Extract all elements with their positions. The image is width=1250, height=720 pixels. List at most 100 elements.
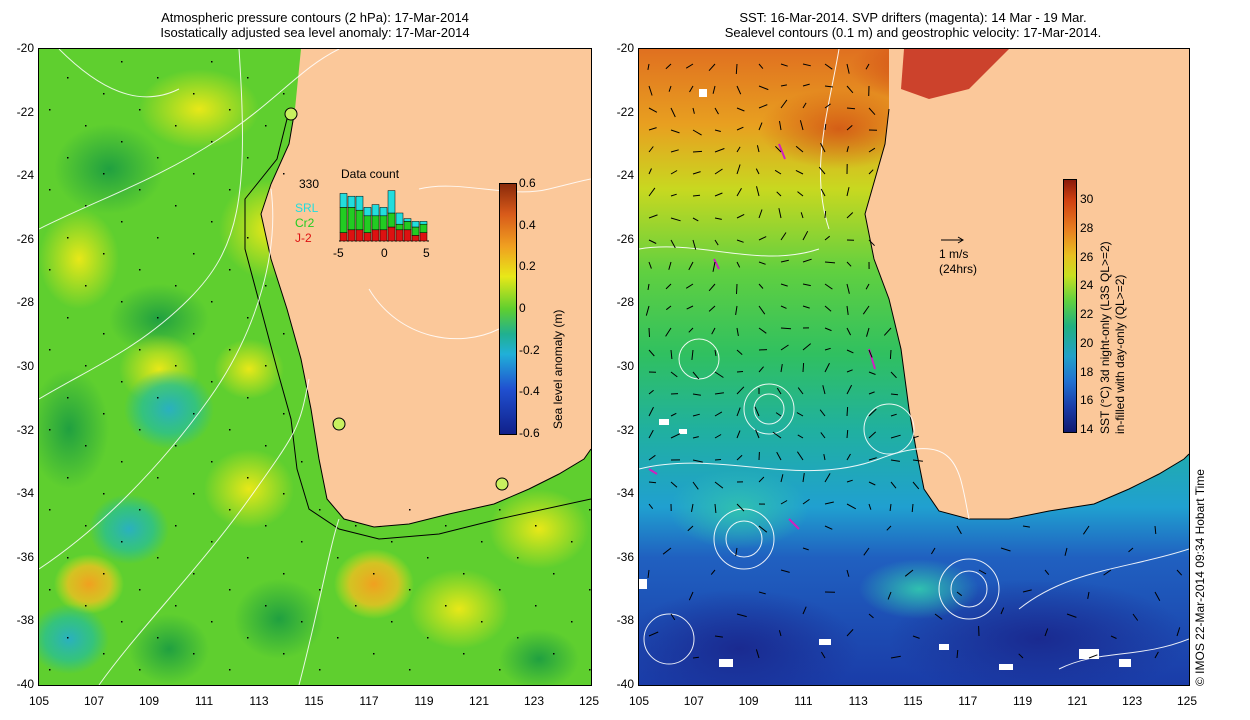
right-ytick: -34 — [616, 486, 634, 501]
inset-bar-j2 — [419, 232, 428, 242]
inset-bar-j2 — [339, 232, 348, 242]
sst-sealevel-contours — [639, 49, 1189, 670]
inset-bar-cr2 — [387, 212, 396, 228]
left-ytick: -20 — [16, 41, 34, 55]
right-xtick: 111 — [794, 694, 813, 708]
colorbar-tick: -0.4 — [519, 384, 540, 399]
right-xtick: 119 — [1013, 694, 1033, 708]
sst-map — [639, 49, 1189, 685]
inset-bar-cr2 — [419, 223, 428, 233]
sst-colorbar-label-line2: in-filled with day-only (QL>=2) — [1113, 274, 1127, 434]
colorbar-tick: 22 — [1080, 307, 1094, 321]
left-xtick: 111 — [194, 694, 214, 708]
right-xtick: 125 — [1176, 694, 1198, 708]
right-xtick: 109 — [738, 694, 759, 708]
sla-coast-line — [260, 108, 591, 528]
right-ytick: -24 — [616, 168, 634, 183]
colorbar-tick: 0 — [519, 301, 526, 315]
inset-bar-cr2 — [379, 215, 388, 231]
right-xtick: 113 — [848, 694, 868, 708]
sla-shelf-contour — [244, 118, 591, 540]
sla-grid-dots — [49, 61, 591, 671]
inset-bar-j2 — [411, 235, 420, 242]
inset-xtick-0: 0 — [381, 246, 388, 260]
inset-bar-j2 — [395, 229, 404, 242]
left-xtick: 125 — [578, 694, 600, 708]
inset-xtick-5: 5 — [423, 246, 430, 260]
left-map-panel: 330 Data count SRL Cr2 J-2 -5 0 5 0.6 0.4… — [38, 48, 592, 686]
left-xtick: 117 — [359, 694, 379, 708]
left-xtick: 123 — [523, 694, 545, 708]
sst-cloud-gaps — [639, 89, 1131, 670]
right-title-line2: Sealevel contours (0.1 m) and geostrophi… — [724, 25, 1102, 40]
sst-colorbar — [1063, 179, 1077, 433]
velocity-scale-label: 1 m/s — [939, 247, 969, 261]
left-ytick: -26 — [16, 231, 34, 246]
colorbar-tick: 16 — [1080, 393, 1094, 408]
inset-legend-srl: SRL — [295, 201, 319, 215]
left-ytick: -40 — [16, 677, 34, 691]
right-ytick: -30 — [616, 359, 634, 373]
sst-velocity-arrows — [645, 63, 1183, 659]
right-ytick: -36 — [616, 549, 634, 564]
colorbar-tick: 28 — [1080, 220, 1094, 235]
right-xtick: 105 — [628, 694, 650, 708]
inset-bar-srl — [339, 193, 348, 208]
colorbar-tick: 20 — [1080, 335, 1094, 350]
right-ytick: -20 — [616, 41, 634, 55]
inset-bar-srl — [347, 195, 356, 208]
inset-title: Data count — [341, 167, 400, 181]
sst-colorbar-label-line1: SST (°C) 3d night-only (L3S QL>=2) — [1098, 241, 1112, 434]
sla-pressure-contours — [39, 49, 591, 685]
inset-bar-srl — [371, 204, 380, 217]
inset-bar-srl — [379, 207, 388, 217]
colorbar-tick: 26 — [1080, 249, 1094, 264]
right-title-line1: SST: 16-Mar-2014. SVP drifters (magenta)… — [739, 10, 1087, 25]
inset-bar-cr2 — [403, 221, 412, 231]
inset-legend-j2: J-2 — [295, 231, 312, 245]
sst-warm-north — [901, 49, 1009, 99]
inset-bar-j2 — [363, 232, 372, 242]
inset-bar-j2 — [403, 229, 412, 242]
right-map-panel: 1 m/s (24hrs) 30 28 26 24 22 20 18 16 14 SST (°C… — [638, 48, 1190, 686]
inset-bar-srl — [387, 190, 396, 214]
colorbar-tick: 30 — [1080, 192, 1094, 206]
sla-station-markers — [284, 107, 509, 491]
inset-bar-srl — [419, 221, 428, 225]
right-xtick: 123 — [1122, 694, 1143, 708]
right-xtick: 117 — [958, 694, 978, 708]
inset-xtick-neg5: -5 — [333, 246, 344, 260]
right-xtick: 115 — [903, 694, 923, 708]
right-ytick: -32 — [616, 422, 634, 437]
right-ytick: -38 — [616, 613, 634, 628]
left-xtick: 107 — [83, 694, 105, 708]
colorbar-tick: -0.2 — [519, 342, 540, 357]
right-ytick: -40 — [616, 677, 634, 691]
inset-bar-cr2 — [347, 207, 356, 231]
sla-anomaly-blobs — [39, 69, 589, 685]
inset-bar-j2 — [379, 229, 388, 242]
sla-colorbar-label: Sea level anomaly (m) — [551, 309, 565, 429]
left-title-line1: Atmospheric pressure contours (2 hPa): 1… — [161, 10, 469, 25]
inset-bar-j2 — [355, 229, 364, 242]
inset-bar-j2 — [347, 229, 356, 242]
colorbar-tick: 0.6 — [519, 176, 536, 190]
inset-bar-cr2 — [339, 207, 348, 233]
right-ytick: -28 — [616, 295, 634, 310]
left-ytick: -32 — [16, 422, 34, 437]
inset-count: 330 — [299, 177, 320, 191]
inset-bar-cr2 — [371, 215, 380, 231]
sst-land — [865, 49, 1189, 519]
right-ytick: -26 — [616, 231, 634, 246]
inset-bar-cr2 — [395, 223, 404, 231]
colorbar-tick: 24 — [1080, 278, 1094, 293]
colorbar-tick: 0.2 — [519, 259, 536, 274]
left-ytick: -30 — [16, 359, 34, 373]
inset-bar-cr2 — [363, 215, 372, 233]
inset-bar-j2 — [371, 229, 380, 242]
inset-bar-srl — [403, 218, 412, 222]
colorbar-tick: 0.4 — [519, 217, 536, 232]
right-xtick: 107 — [683, 694, 704, 708]
left-xtick: 121 — [468, 694, 490, 708]
left-xtick: 119 — [414, 694, 434, 708]
